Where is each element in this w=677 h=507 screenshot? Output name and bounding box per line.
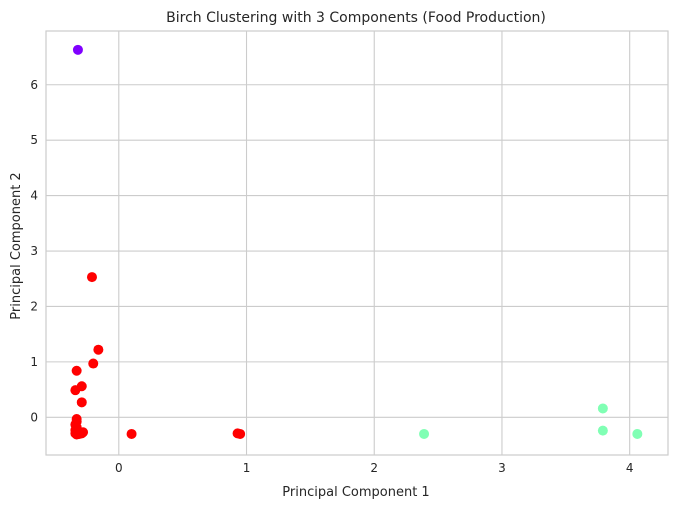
y-tick-label: 3 xyxy=(30,244,38,258)
data-point xyxy=(88,358,99,369)
x-tick-label: 3 xyxy=(498,461,506,475)
data-points xyxy=(70,44,643,440)
x-tick-label: 4 xyxy=(626,461,634,475)
data-point xyxy=(419,428,430,439)
data-point xyxy=(235,428,246,439)
data-point xyxy=(93,344,104,355)
chart-title: Birch Clustering with 3 Components (Food… xyxy=(166,10,546,26)
data-point xyxy=(71,429,82,440)
x-tick-label: 2 xyxy=(370,461,378,475)
data-point xyxy=(597,403,608,414)
y-tick-label: 1 xyxy=(30,355,38,369)
x-tick-label: 1 xyxy=(243,461,251,475)
data-point xyxy=(72,44,83,55)
data-point xyxy=(86,272,97,283)
tick-labels: 0 1 2 3 4 0 1 2 3 4 5 6 xyxy=(30,78,633,475)
y-tick-label: 6 xyxy=(30,78,38,92)
y-tick-label: 0 xyxy=(30,410,38,424)
data-point xyxy=(597,425,608,436)
data-point xyxy=(632,428,643,439)
data-point xyxy=(126,428,137,439)
data-point xyxy=(70,385,81,396)
grid xyxy=(46,31,668,455)
y-tick-label: 4 xyxy=(30,189,38,203)
x-tick-label: 0 xyxy=(115,461,123,475)
data-point xyxy=(76,397,87,408)
y-tick-label: 2 xyxy=(30,299,38,313)
y-axis-label: Principal Component 2 xyxy=(9,172,24,319)
x-axis-label: Principal Component 1 xyxy=(282,485,429,500)
data-point xyxy=(71,365,82,376)
plot-frame xyxy=(45,30,669,456)
y-tick-label: 5 xyxy=(30,133,38,147)
